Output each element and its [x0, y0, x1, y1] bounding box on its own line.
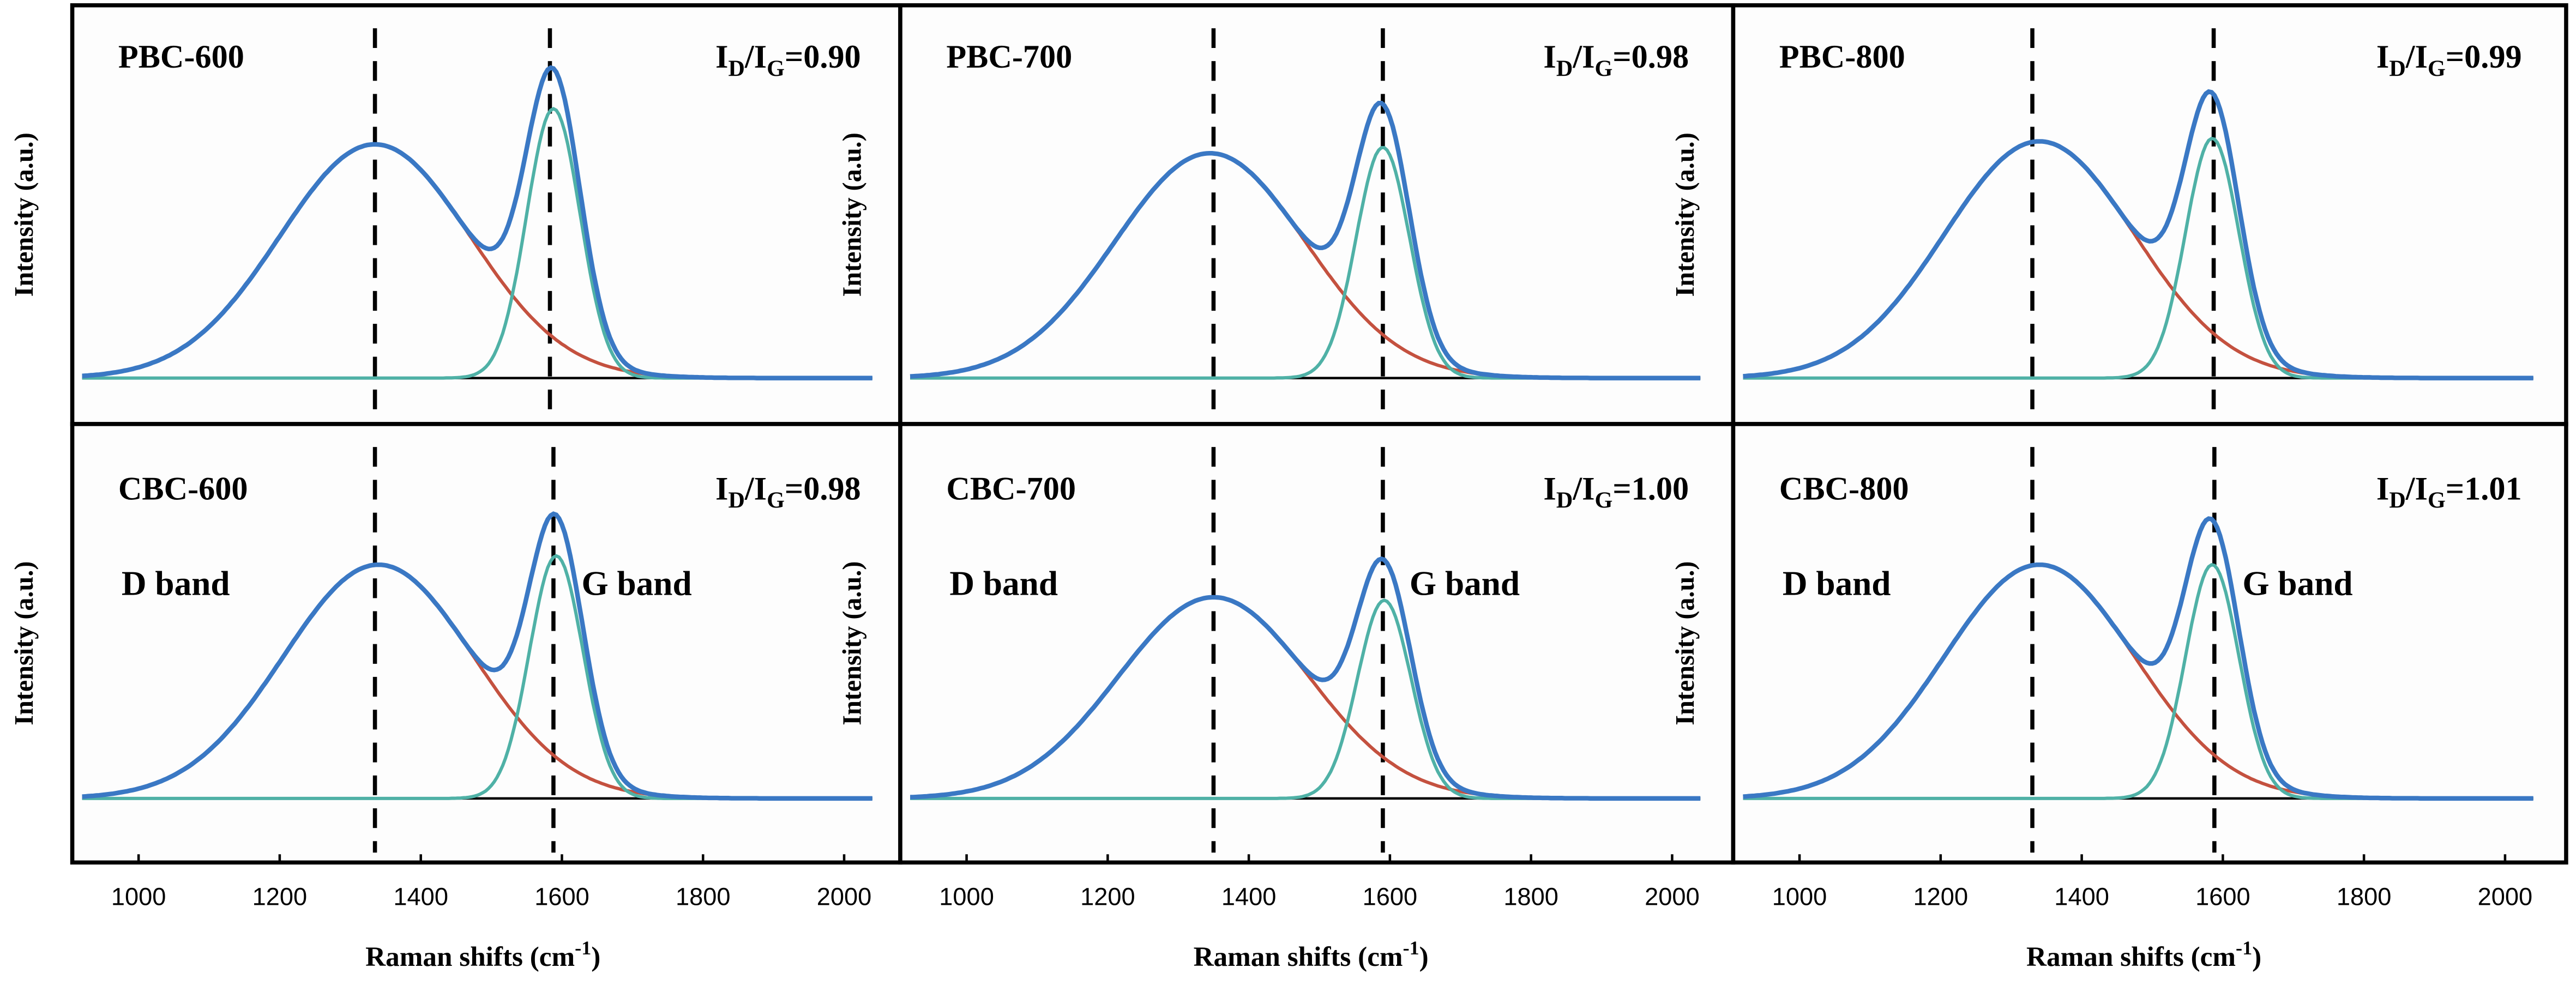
ratio-label: ID/IG=0.98	[715, 471, 861, 513]
ratio-label-part: /I	[2405, 471, 2428, 507]
ratio-label-part: D	[1556, 488, 1573, 513]
ratio-label-part: =0.98	[785, 471, 861, 507]
ratio-label-part: G	[1595, 488, 1613, 513]
ratio-label-part: D	[728, 488, 744, 513]
panel-title: CBC-700	[946, 471, 1076, 507]
fit-curve	[1743, 89, 2533, 380]
x-axis-label-part: -1	[575, 937, 591, 959]
ratio-label-part: =0.98	[1612, 39, 1689, 75]
ratio-label-part: /I	[1572, 39, 1594, 75]
ratio-label-part: =1.00	[1612, 471, 1689, 507]
band-label: D band	[949, 564, 1058, 602]
ratio-label-part: /I	[1572, 471, 1594, 507]
panel-title: PBC-700	[946, 39, 1072, 75]
y-axis-label: Intensity (a.u.)	[838, 561, 867, 725]
ratio-label-part: D	[1556, 56, 1573, 81]
y-axis-label: Intensity (a.u.)	[1671, 561, 1700, 725]
panel-title: CBC-600	[118, 471, 248, 507]
ratio-label-part: G	[2428, 56, 2446, 81]
ratio-label-part: I	[2376, 39, 2389, 75]
fit-curve	[82, 65, 872, 380]
ratio-label-part: =0.99	[2446, 39, 2522, 75]
ratio-label-part: G	[2428, 488, 2446, 513]
fit-curve	[910, 556, 1701, 801]
x-axis-label: Raman shifts (cm-1)	[365, 937, 600, 972]
x-axis-label: Raman shifts (cm-1)	[1194, 937, 1429, 972]
ratio-label: ID/IG=0.99	[2376, 39, 2522, 81]
x-tick-label: 2000	[817, 883, 872, 911]
y-axis-label: Intensity (a.u.)	[1671, 132, 1700, 297]
panel-title: PBC-600	[118, 39, 244, 75]
ratio-label-part: I	[1543, 471, 1556, 507]
ratio-label-part: =0.90	[785, 39, 861, 75]
ratio-label-part: /I	[744, 39, 767, 75]
x-tick-label: 2000	[2478, 883, 2533, 911]
y-axis-label: Intensity (a.u.)	[10, 561, 39, 725]
x-tick-label: 1800	[1503, 883, 1558, 911]
x-axis-label: Raman shifts (cm-1)	[2026, 937, 2261, 972]
x-tick-label: 1400	[393, 883, 448, 911]
x-tick-label: 1000	[111, 883, 166, 911]
x-tick-label: 1000	[939, 883, 994, 911]
x-tick-label: 1800	[676, 883, 731, 911]
ratio-label: ID/IG=1.00	[1543, 471, 1689, 513]
ratio-label-part: /I	[2405, 39, 2428, 75]
x-tick-label: 1600	[2195, 883, 2250, 911]
x-axis-label-part: )	[2252, 941, 2261, 972]
x-axis-label-part: -1	[1403, 937, 1419, 959]
x-tick-label: 2000	[1645, 883, 1700, 911]
ratio-label-part: G	[1595, 56, 1613, 81]
x-axis-label-part: )	[591, 941, 600, 972]
ratio-label: ID/IG=0.98	[1543, 39, 1689, 81]
x-tick-label: 1200	[252, 883, 308, 911]
band-label: G band	[2242, 564, 2352, 602]
ratio-label-part: I	[715, 39, 728, 75]
ratio-label-part: D	[2389, 56, 2405, 81]
x-tick-label: 1600	[534, 883, 589, 911]
ratio-label: ID/IG=1.01	[2376, 471, 2522, 513]
x-tick-label: 1000	[1772, 883, 1827, 911]
x-tick-label: 1600	[1363, 883, 1418, 911]
ratio-label: ID/IG=0.90	[715, 39, 861, 81]
x-axis-label-part: Raman shifts (cm	[1194, 941, 1403, 972]
panel-frame	[1731, 422, 2568, 865]
x-axis-label-part: )	[1419, 941, 1429, 972]
ratio-label-part: D	[2389, 488, 2405, 513]
x-tick-label: 1200	[1913, 883, 1969, 911]
panel-title: CBC-800	[1779, 471, 1909, 507]
x-tick-label: 1200	[1080, 883, 1135, 911]
panel-frame	[898, 3, 1736, 426]
x-axis-label-part: Raman shifts (cm	[2026, 941, 2236, 972]
fit-curve	[82, 511, 872, 801]
y-axis-label: Intensity (a.u.)	[10, 132, 39, 297]
panel-title: PBC-800	[1779, 39, 1905, 75]
x-tick-label: 1800	[2337, 883, 2392, 911]
band-label: G band	[582, 564, 692, 602]
ratio-label-part: I	[2376, 471, 2389, 507]
ratio-label-part: D	[728, 56, 744, 81]
x-axis-label-part: -1	[2236, 937, 2252, 959]
panel-frame	[1731, 3, 2568, 426]
panel-frame	[70, 3, 902, 426]
fit-curve	[1743, 516, 2533, 801]
ratio-label-part: G	[767, 56, 785, 81]
y-axis-label: Intensity (a.u.)	[838, 132, 867, 297]
band-label: G band	[1410, 564, 1520, 602]
x-tick-label: 1400	[1221, 883, 1277, 911]
band-label: D band	[122, 564, 230, 602]
ratio-label-part: =1.01	[2446, 471, 2522, 507]
ratio-label-part: I	[715, 471, 728, 507]
x-axis-label-part: Raman shifts (cm	[365, 941, 575, 972]
band-label: D band	[1783, 564, 1891, 602]
ratio-label-part: I	[1543, 39, 1556, 75]
fit-curve	[910, 101, 1701, 380]
ratio-label-part: G	[767, 488, 785, 513]
ratio-label-part: /I	[744, 471, 767, 507]
x-tick-label: 1400	[2054, 883, 2109, 911]
